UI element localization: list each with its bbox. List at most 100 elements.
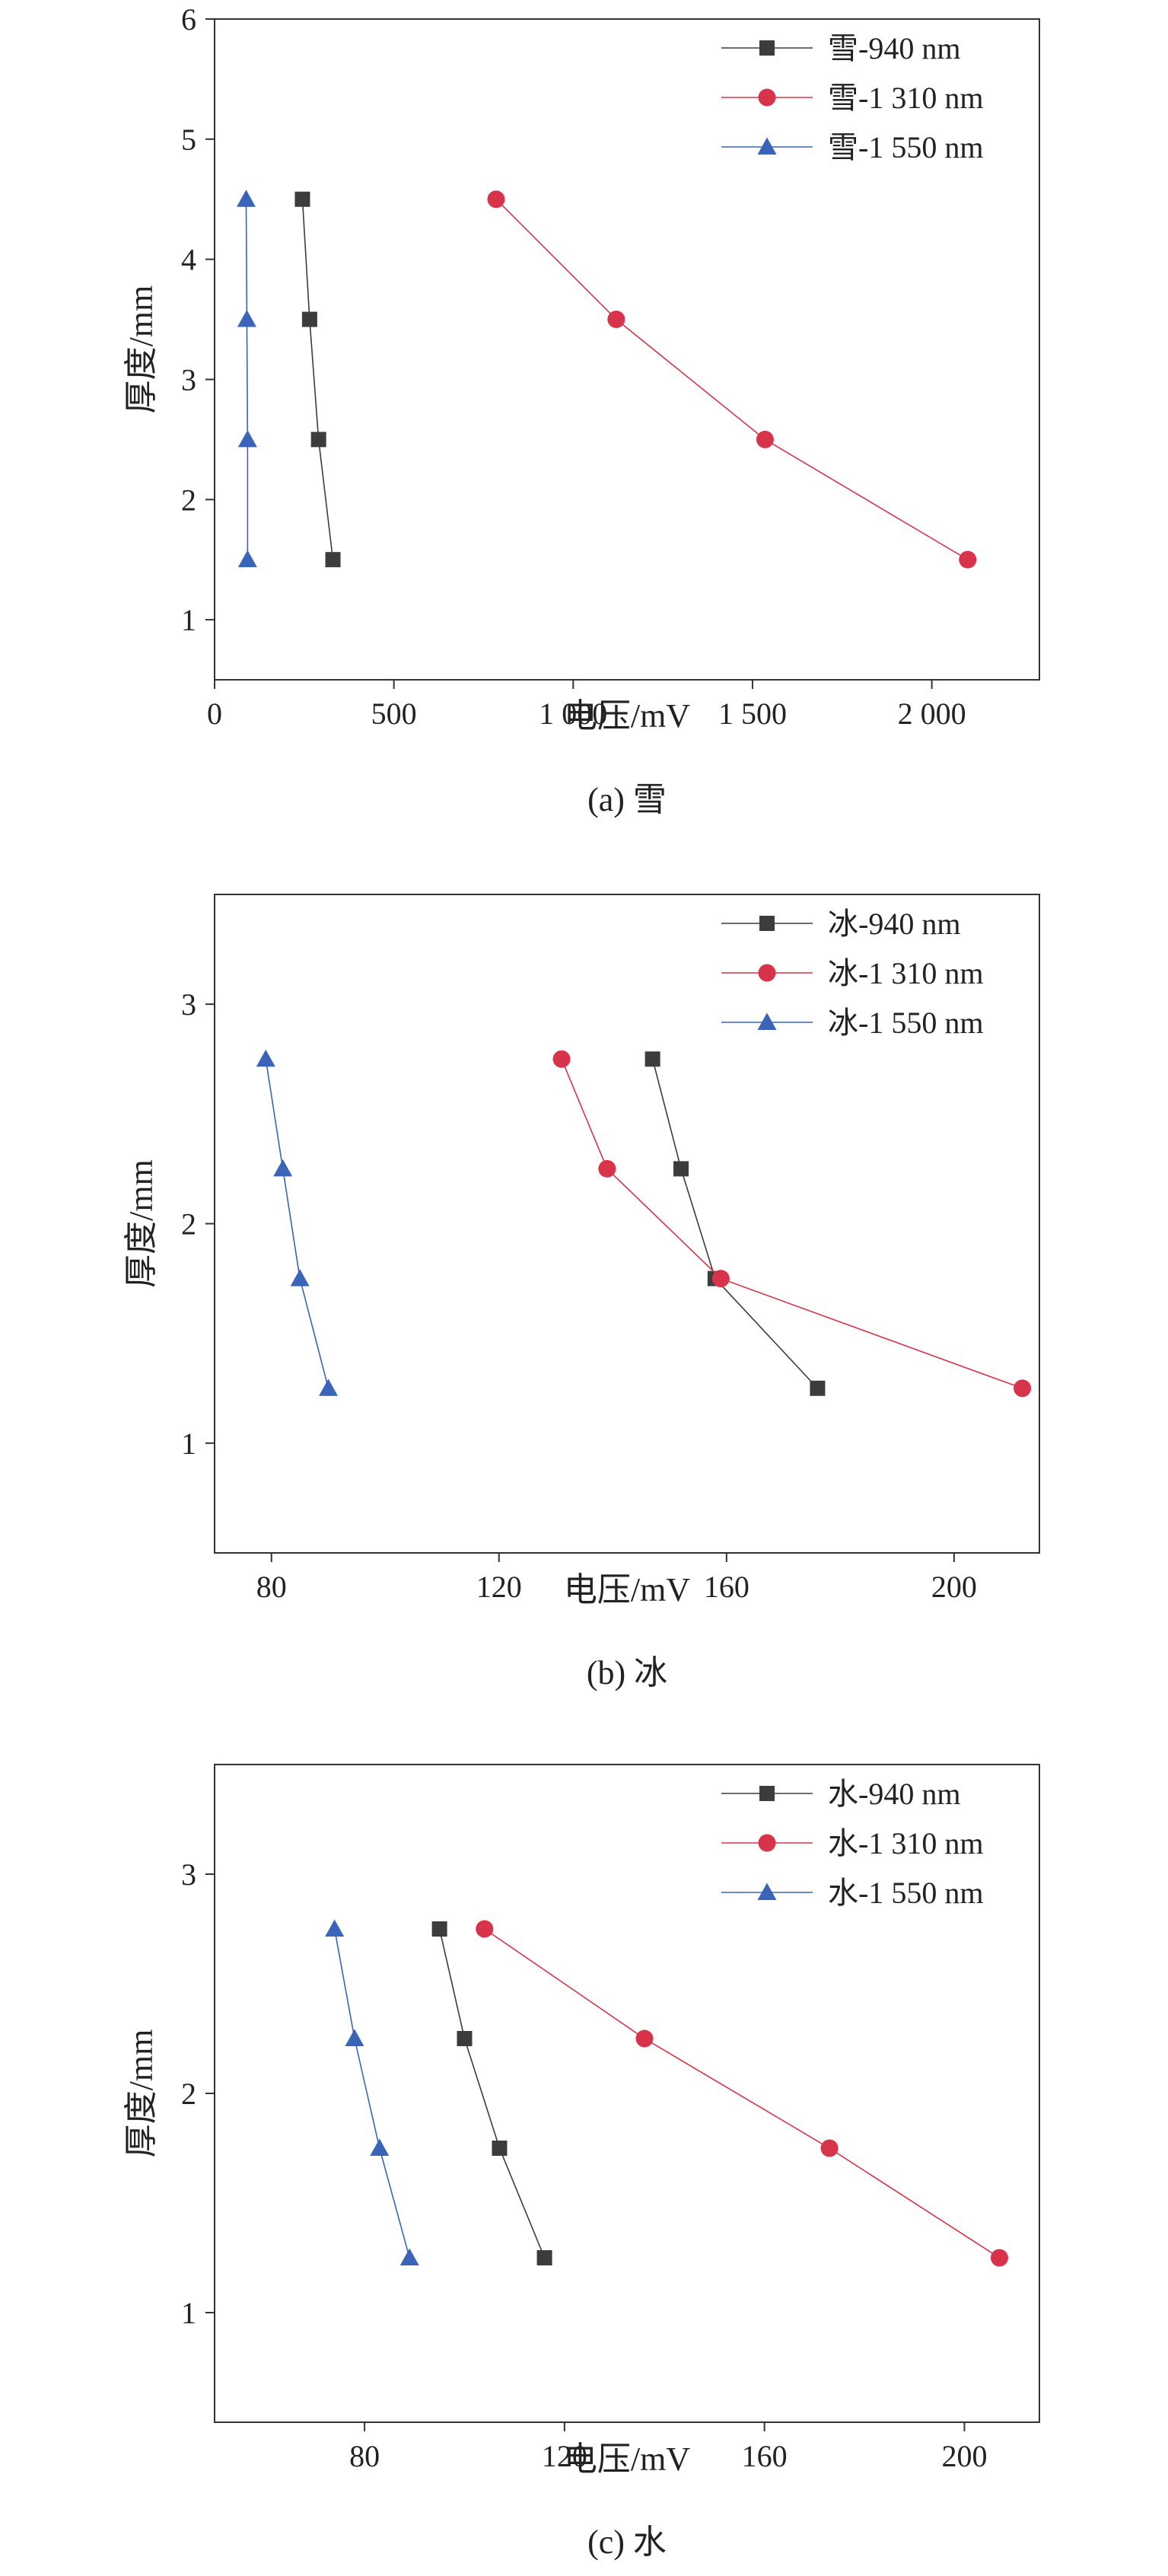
data-point [673, 1161, 689, 1177]
chart-panel-2: 80 120 160 200 1 2 3 电压/mV 厚度/mm (b) 冰 冰-940 nm 冰-1… [123, 894, 1040, 1691]
y-tick-label: 3 [181, 1857, 196, 1892]
y-tick-label: 5 [181, 123, 196, 157]
data-point [607, 311, 625, 329]
chart-caption: (c) 水 [587, 2523, 667, 2561]
x-tick-label: 500 [371, 697, 417, 731]
legend-label: 水-1 550 nm [828, 1876, 983, 1910]
legend-marker [757, 137, 777, 155]
x-tick-label: 2 000 [898, 697, 966, 731]
series-line [265, 1059, 329, 1388]
data-point [810, 1380, 826, 1396]
series-line [245, 199, 249, 560]
y-tick-label: 2 [181, 483, 196, 517]
series-line [438, 1928, 546, 2259]
data-point [756, 430, 774, 448]
data-point [294, 191, 310, 207]
data-point [487, 190, 505, 209]
plot-frame [214, 1764, 1040, 2423]
series-1 [431, 1921, 552, 2265]
series-line [333, 1928, 410, 2259]
legend: 水-940 nm 水-1 310 nm 水-1 550 nm [721, 1777, 983, 1910]
data-point [325, 552, 341, 568]
series-line [651, 1059, 819, 1389]
data-point [959, 550, 977, 569]
legend-marker [759, 1786, 775, 1801]
data-point [399, 2248, 419, 2265]
series-2 [552, 1050, 1032, 1398]
legend-label: 冰-1 310 nm [828, 956, 983, 990]
y-axis-label: 厚度/mm [123, 285, 160, 414]
plot-frame [214, 18, 1040, 681]
series-3 [256, 1049, 339, 1396]
data-point [711, 1270, 730, 1288]
data-point [1014, 1379, 1032, 1398]
legend-label: 雪-940 nm [828, 31, 960, 65]
x-axis-label: 电压/mV [564, 1571, 690, 1608]
data-point [325, 1919, 345, 1937]
x-tick-label: 1 000 [539, 697, 607, 731]
x-tick-label: 160 [742, 2439, 788, 2473]
legend-marker [757, 1012, 777, 1030]
data-point [290, 1269, 310, 1286]
legend: 冰-940 nm 冰-1 310 nm 冰-1 550 nm [721, 907, 983, 1040]
x-tick-label: 160 [704, 1570, 749, 1604]
x-axis-label: 电压/mV [564, 697, 690, 735]
x-tick-label: 80 [349, 2439, 380, 2473]
data-point [457, 2031, 473, 2046]
y-axis-label: 厚度/mm [123, 2029, 160, 2158]
legend-marker [758, 1834, 776, 1852]
x-tick-label: 120 [542, 2439, 587, 2473]
series-1 [644, 1051, 826, 1396]
series-3 [236, 190, 257, 568]
data-point [644, 1051, 660, 1067]
data-point [256, 1049, 275, 1067]
y-tick-label: 4 [181, 243, 196, 277]
data-point [370, 2138, 390, 2156]
data-point [319, 1379, 339, 1396]
legend-label: 冰-940 nm [828, 907, 960, 941]
x-tick-label: 200 [941, 2439, 987, 2473]
legend-label: 雪-1 310 nm [828, 81, 983, 115]
y-tick-label: 1 [181, 603, 196, 637]
plot-frame [214, 894, 1040, 1554]
series-2 [487, 190, 977, 569]
data-point [237, 550, 257, 568]
y-tick-label: 3 [181, 987, 196, 1022]
data-point [236, 190, 256, 207]
series-line [561, 1058, 1023, 1389]
x-tick-label: 200 [931, 1570, 977, 1604]
data-point [492, 2141, 508, 2156]
chart-caption: (b) 冰 [587, 1654, 667, 1691]
legend-marker [758, 964, 776, 982]
y-tick-label: 1 [181, 1427, 196, 1461]
data-point [635, 2029, 654, 2048]
series-line [301, 199, 334, 560]
data-point [820, 2139, 839, 2157]
y-tick-label: 2 [181, 2077, 196, 2111]
series-3 [325, 1919, 419, 2265]
data-point [237, 429, 257, 448]
x-axis-label: 电压/mV [564, 2441, 690, 2478]
data-point [476, 1920, 494, 1938]
data-point [990, 2249, 1008, 2267]
y-tick-label: 1 [181, 2296, 196, 2330]
data-point [345, 2029, 364, 2046]
legend-label: 雪-1 550 nm [828, 130, 983, 164]
legend-marker [759, 40, 775, 56]
legend-marker [757, 1883, 777, 1900]
y-tick-label: 3 [181, 362, 196, 397]
x-tick-label: 80 [256, 1570, 287, 1604]
legend-marker [758, 88, 776, 107]
legend-marker [759, 916, 775, 931]
series-1 [294, 191, 341, 568]
data-point [310, 432, 326, 448]
x-tick-label: 120 [476, 1570, 522, 1604]
series-line [484, 1928, 1000, 2259]
data-point [552, 1050, 571, 1068]
data-point [237, 310, 256, 327]
y-tick-label: 6 [181, 2, 196, 37]
data-point [536, 2250, 552, 2265]
legend: 雪-940 nm 雪-1 310 nm 雪-1 550 nm [721, 31, 983, 164]
data-point [301, 311, 317, 327]
